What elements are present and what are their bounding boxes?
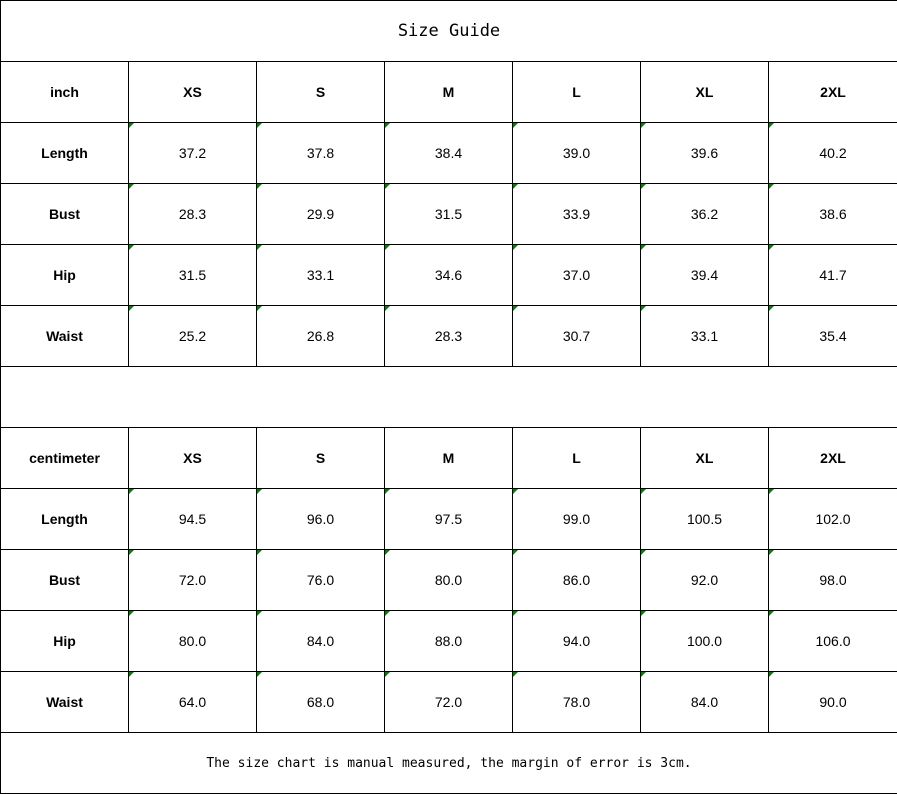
measure-value: 97.5 (384, 488, 513, 550)
measure-value: 38.4 (384, 122, 513, 184)
header-row: inch XS S M L XL 2XL (0, 61, 897, 123)
measure-value: 26.8 (256, 305, 385, 367)
measure-value: 36.2 (640, 183, 769, 245)
measure-value: 41.7 (768, 244, 897, 306)
measure-value: 25.2 (128, 305, 257, 367)
measure-label: Hip (0, 610, 129, 672)
measure-value: 31.5 (384, 183, 513, 245)
measure-label: Bust (0, 549, 129, 611)
unit-header: inch (0, 61, 129, 123)
size-header: XS (128, 61, 257, 123)
measure-value: 39.4 (640, 244, 769, 306)
measure-value: 84.0 (256, 610, 385, 672)
measure-value: 99.0 (512, 488, 641, 550)
measure-value: 37.2 (128, 122, 257, 184)
measure-value: 106.0 (768, 610, 897, 672)
measure-value: 88.0 (384, 610, 513, 672)
table-row: Hip 31.5 33.1 34.6 37.0 39.4 41.7 (0, 244, 897, 306)
table-row: Length 37.2 37.8 38.4 39.0 39.6 40.2 (0, 122, 897, 184)
measure-value: 86.0 (512, 549, 641, 611)
page-title: Size Guide (0, 0, 897, 62)
measure-value: 40.2 (768, 122, 897, 184)
measure-value: 100.0 (640, 610, 769, 672)
size-header: M (384, 427, 513, 489)
measure-value: 31.5 (128, 244, 257, 306)
header-row: centimeter XS S M L XL 2XL (0, 427, 897, 489)
spacer-row (0, 366, 897, 428)
table-row: Waist 64.0 68.0 72.0 78.0 84.0 90.0 (0, 671, 897, 733)
measure-value: 28.3 (384, 305, 513, 367)
table-row: Bust 72.0 76.0 80.0 86.0 92.0 98.0 (0, 549, 897, 611)
measure-value: 29.9 (256, 183, 385, 245)
measure-value: 76.0 (256, 549, 385, 611)
measure-value: 33.1 (640, 305, 769, 367)
measure-value: 80.0 (128, 610, 257, 672)
measure-value: 92.0 (640, 549, 769, 611)
size-header: XL (640, 427, 769, 489)
measure-value: 39.0 (512, 122, 641, 184)
measure-value: 37.8 (256, 122, 385, 184)
size-header: XS (128, 427, 257, 489)
size-header: L (512, 61, 641, 123)
measure-value: 94.5 (128, 488, 257, 550)
measure-value: 98.0 (768, 549, 897, 611)
measure-value: 80.0 (384, 549, 513, 611)
measure-value: 84.0 (640, 671, 769, 733)
table-row: Bust 28.3 29.9 31.5 33.9 36.2 38.6 (0, 183, 897, 245)
measure-value: 72.0 (384, 671, 513, 733)
measure-label: Waist (0, 671, 129, 733)
note-row: The size chart is manual measured, the m… (0, 732, 897, 794)
measure-label: Length (0, 122, 129, 184)
measure-value: 28.3 (128, 183, 257, 245)
table-row: Length 94.5 96.0 97.5 99.0 100.5 102.0 (0, 488, 897, 550)
measure-value: 34.6 (384, 244, 513, 306)
measure-label: Bust (0, 183, 129, 245)
size-header: S (256, 61, 385, 123)
table-row: Hip 80.0 84.0 88.0 94.0 100.0 106.0 (0, 610, 897, 672)
size-header: 2XL (768, 427, 897, 489)
measure-value: 102.0 (768, 488, 897, 550)
measure-value: 64.0 (128, 671, 257, 733)
measure-value: 30.7 (512, 305, 641, 367)
size-header: S (256, 427, 385, 489)
footer-note: The size chart is manual measured, the m… (0, 732, 897, 794)
measure-value: 68.0 (256, 671, 385, 733)
size-header: L (512, 427, 641, 489)
measure-value: 94.0 (512, 610, 641, 672)
measure-value: 96.0 (256, 488, 385, 550)
spacer-cell (0, 366, 897, 428)
measure-value: 78.0 (512, 671, 641, 733)
table-row: Waist 25.2 26.8 28.3 30.7 33.1 35.4 (0, 305, 897, 367)
measure-label: Waist (0, 305, 129, 367)
measure-value: 37.0 (512, 244, 641, 306)
measure-value: 33.1 (256, 244, 385, 306)
size-header: 2XL (768, 61, 897, 123)
measure-value: 90.0 (768, 671, 897, 733)
measure-value: 35.4 (768, 305, 897, 367)
measure-value: 39.6 (640, 122, 769, 184)
measure-label: Length (0, 488, 129, 550)
size-header: M (384, 61, 513, 123)
unit-header: centimeter (0, 427, 129, 489)
measure-value: 38.6 (768, 183, 897, 245)
title-row: Size Guide (0, 0, 897, 62)
measure-value: 72.0 (128, 549, 257, 611)
measure-value: 100.5 (640, 488, 769, 550)
size-header: XL (640, 61, 769, 123)
measure-label: Hip (0, 244, 129, 306)
measure-value: 33.9 (512, 183, 641, 245)
